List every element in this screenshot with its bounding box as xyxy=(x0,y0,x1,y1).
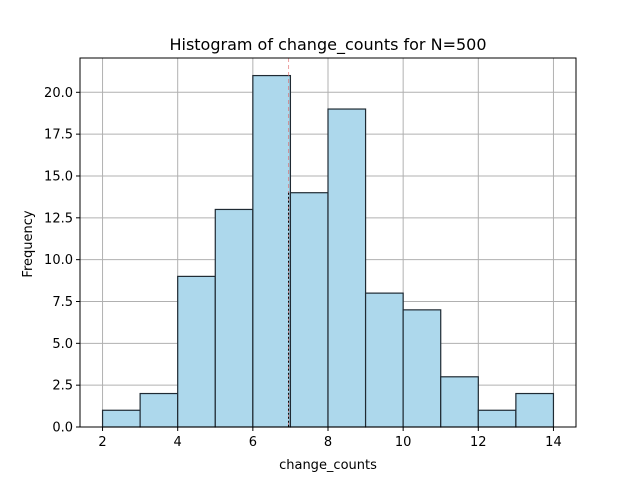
y-axis-ticks: 0.0 2.5 5.0 7.5 10.0 12.5 15.0 17.5 20.0 xyxy=(44,86,80,436)
histogram-bar-7 xyxy=(364,292,404,428)
chart-title: Histogram of change_counts for N=500 xyxy=(169,35,486,55)
x-tick-label-4: 10 xyxy=(395,435,412,450)
x-tick-label-0: 2 xyxy=(98,435,106,450)
y-tick-label-8: 20.0 xyxy=(44,86,73,101)
histogram-bar-1 xyxy=(139,392,179,428)
x-tick-label-5: 12 xyxy=(470,435,487,450)
y-tick-label-0: 0.0 xyxy=(52,421,73,436)
y-tick-label-5: 12.5 xyxy=(44,211,73,226)
y-tick-label-7: 17.5 xyxy=(44,128,73,143)
histogram-bar-3 xyxy=(214,208,254,428)
y-tick-label-3: 7.5 xyxy=(52,295,73,310)
y-tick-label-4: 10.0 xyxy=(44,253,73,268)
x-tick-label-1: 4 xyxy=(174,435,182,450)
histogram-bar-0 xyxy=(101,409,141,428)
histogram-bar-9 xyxy=(440,376,479,428)
histogram-bar-8 xyxy=(402,309,442,428)
histogram-bar-2 xyxy=(177,275,216,428)
y-tick-label-6: 15.0 xyxy=(44,169,73,184)
x-tick-label-2: 6 xyxy=(249,435,257,450)
histogram-bars xyxy=(101,74,555,428)
x-axis-ticks: 2 4 6 8 10 12 14 xyxy=(98,427,562,450)
x-tick-label-6: 14 xyxy=(545,435,562,450)
histogram-bar-4 xyxy=(252,74,292,428)
y-axis-label: Frequency xyxy=(21,210,36,277)
y-tick-label-1: 2.5 xyxy=(52,379,73,394)
histogram-bar-5 xyxy=(289,192,329,428)
y-tick-label-2: 5.0 xyxy=(52,337,73,352)
histogram-bar-6 xyxy=(327,108,367,428)
histogram-bar-10 xyxy=(477,409,517,428)
x-tick-label-3: 8 xyxy=(324,435,332,450)
x-axis-label: change_counts xyxy=(279,458,377,473)
histogram-bar-11 xyxy=(515,392,555,428)
